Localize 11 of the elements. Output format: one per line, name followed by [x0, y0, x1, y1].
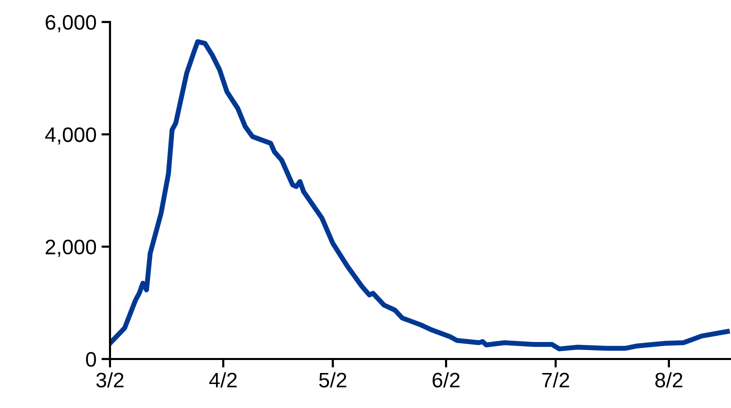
x-tick-label: 3/2	[96, 372, 124, 388]
x-tick-label: 7/2	[542, 372, 570, 388]
y-tick-label: 2,000	[46, 240, 96, 257]
x-tick-label: 8/2	[655, 372, 682, 388]
x-tick-label: 4/2	[209, 372, 237, 388]
line-series	[110, 39, 730, 352]
x-tick-label: 6/2	[432, 372, 460, 388]
x-tick-label: 5/2	[319, 372, 346, 388]
y-tick-label: 0	[86, 352, 96, 367]
y-tick-label: 4,000	[45, 127, 96, 145]
y-tick-label: 6,000	[46, 15, 96, 32]
